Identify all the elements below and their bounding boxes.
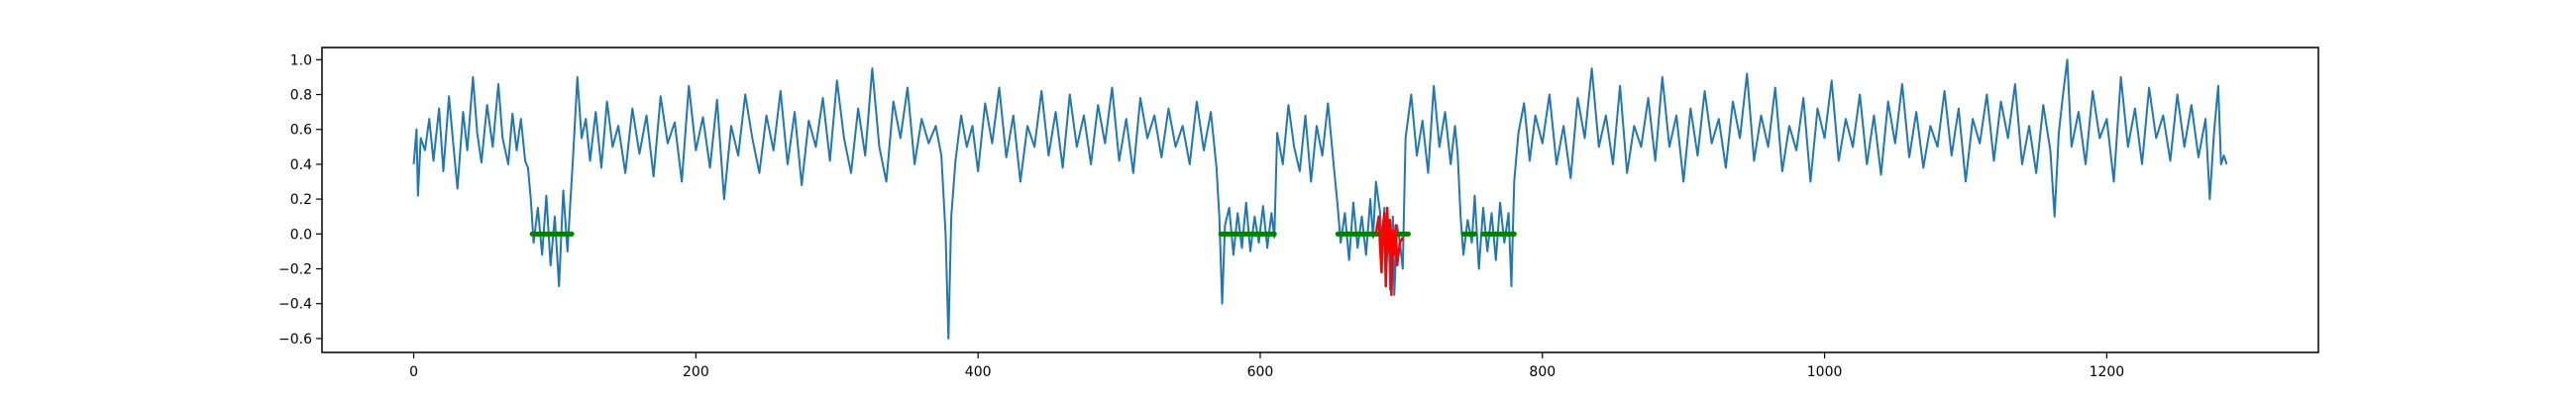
x-tick-label: 400 <box>965 364 992 380</box>
signal-series-line <box>412 58 2228 340</box>
x-tick-label: 1200 <box>2090 364 2125 380</box>
plot-content <box>412 58 2228 340</box>
x-tick-label: 0 <box>409 364 418 380</box>
axes: 0 200 400 600 800 1000 1200 −0.6 −0.4 −0.2 0.0 0.2 0… <box>278 47 2319 380</box>
x-tick-label: 200 <box>683 364 709 380</box>
y-tick-label: 0.4 <box>290 157 312 173</box>
y-tick-label: 0.0 <box>290 227 312 243</box>
axes-frame <box>321 47 2319 353</box>
y-tick-label: 0.6 <box>290 123 312 139</box>
plot-area <box>412 58 2228 340</box>
y-tick-label: 1.0 <box>290 52 312 68</box>
y-tick-label: −0.2 <box>278 262 312 278</box>
y-tick-label: −0.4 <box>278 297 312 313</box>
y-tick-label: 0.8 <box>290 88 312 104</box>
x-tick-label: 600 <box>1247 364 1274 380</box>
highlight-series-line <box>1374 206 1404 297</box>
y-tick-label: 0.2 <box>290 192 312 208</box>
x-tick-label: 800 <box>1529 364 1556 380</box>
y-tick-label: −0.6 <box>278 332 312 347</box>
x-tick-label: 1000 <box>1807 364 1843 380</box>
